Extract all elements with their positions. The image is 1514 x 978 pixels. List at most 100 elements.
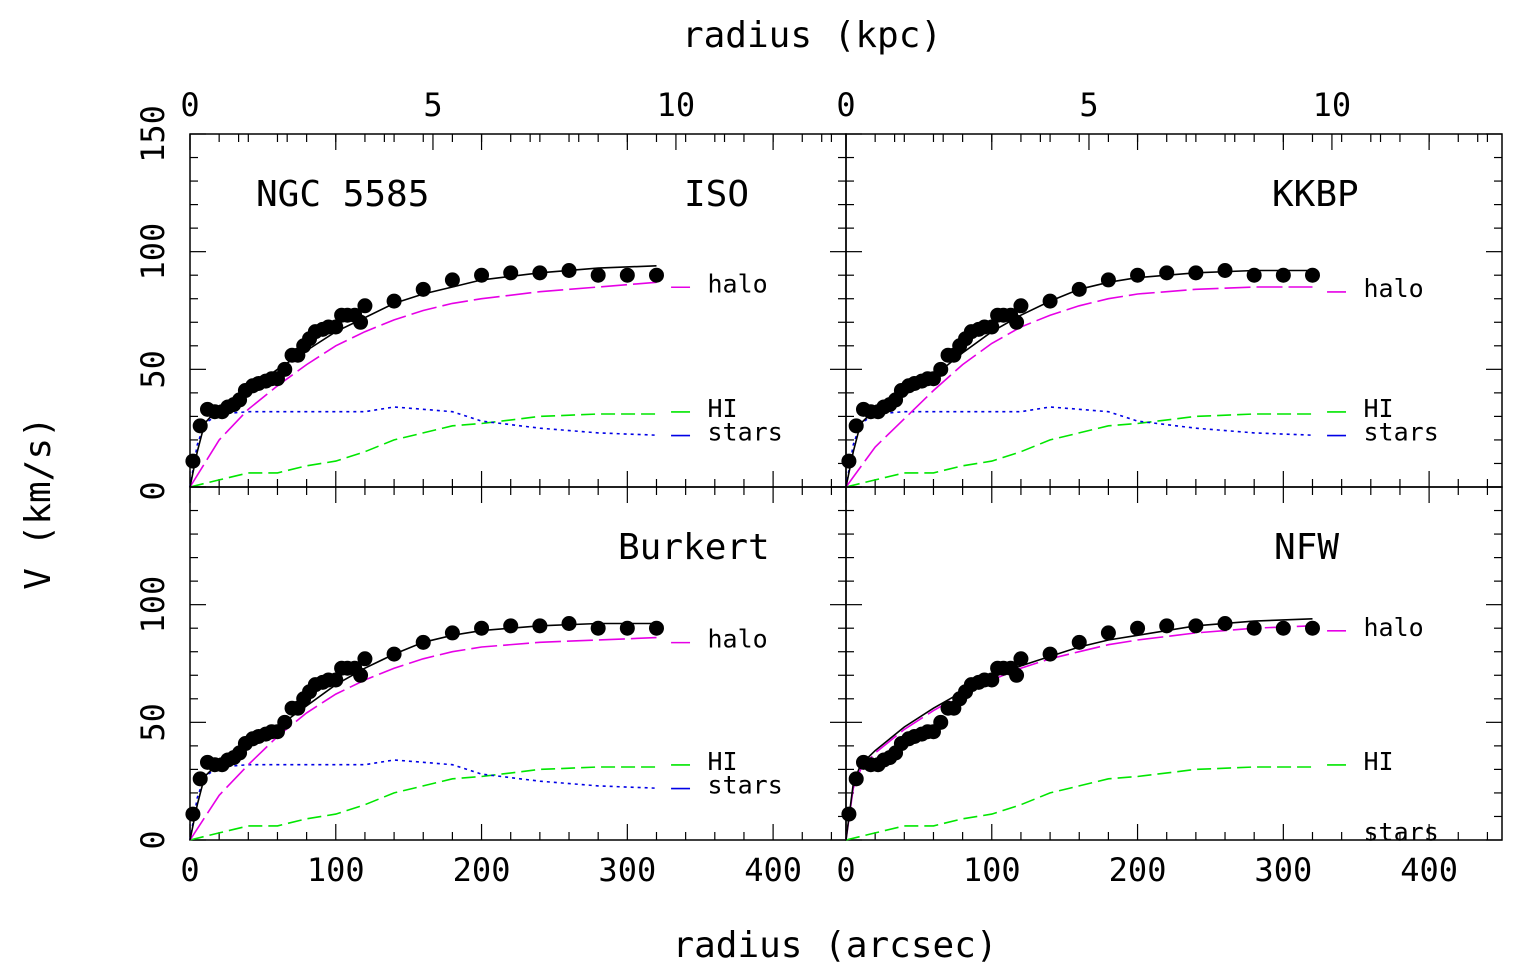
data-point [1130,620,1146,636]
data-point [474,620,490,636]
stars-curve [189,759,657,841]
data-point [357,298,373,314]
halo-label: halo [708,625,768,654]
data-point [1071,281,1087,297]
panel-nfw: 0 100 200 300 400 halo HI stars NFW [836,486,1503,889]
data-point [648,620,664,636]
data-point [619,267,635,283]
data-point [185,806,201,822]
data-point [848,418,864,434]
y-tick-label: 50 [134,350,172,389]
data-point [848,771,864,787]
data-point [561,262,577,278]
y-tick-label: 0 [134,830,172,849]
y-axis-label: V (km/s) [18,416,59,589]
bottom-axis-label: radius (arcsec) [672,925,997,966]
kpc-tick-label: 10 [1313,86,1352,124]
top-axis-label: radius (kpc) [682,15,942,56]
data-point [503,618,519,634]
data-point [648,267,664,283]
data-point [1013,651,1029,667]
data-point [415,281,431,297]
data-point [1275,620,1291,636]
hi-curve [845,413,1313,488]
hi-label: HI [708,394,738,423]
halo-label: halo [1364,613,1424,642]
halo-curve [189,636,657,841]
data-point [1042,293,1058,309]
x-tick-label: 100 [963,851,1021,889]
panel-frame [845,486,1503,841]
data-point [1009,314,1025,330]
x-tick-label: 400 [744,851,802,889]
stars-label: stars [1364,818,1439,847]
data-point [933,361,949,377]
model-name: NFW [1274,527,1339,568]
data-point [474,267,490,283]
data-point [1304,267,1320,283]
y-tick-label: 50 [134,703,172,742]
x-tick-label: 400 [1400,851,1458,889]
hi-label: HI [1364,747,1394,776]
data-point [984,319,1000,335]
galaxy-name: NGC 5585 [256,174,429,215]
x-tick-label: 0 [180,851,199,889]
x-tick-label: 200 [1109,851,1167,889]
hi-label: HI [1364,394,1394,423]
data-point [386,293,402,309]
data-point [192,418,208,434]
data-point [1013,298,1029,314]
data-point [444,272,460,288]
stars-label: stars [708,771,783,800]
data-point [1246,620,1262,636]
data-point [1217,615,1233,631]
halo-curve [189,281,657,488]
y-tick-label: 150 [134,105,172,163]
y-tick-label: 100 [134,576,172,634]
data-point [1275,267,1291,283]
data-point [192,771,208,787]
kpc-tick-label: 5 [423,86,442,124]
model-name: KKBP [1272,174,1359,215]
hi-label: HI [708,747,738,776]
data-point [1100,272,1116,288]
data-point [561,615,577,631]
data-point [1042,646,1058,662]
data-point [1100,625,1116,641]
data-point [933,714,949,730]
model-name: Burkert [618,527,770,568]
data-point [415,634,431,650]
data-point [590,620,606,636]
data-point [353,667,369,683]
stars-label: stars [1364,418,1439,447]
halo-curve [845,286,1313,488]
data-point [444,625,460,641]
y-tick-label: 100 [134,223,172,281]
data-point [1159,618,1175,634]
x-tick-label: 200 [453,851,511,889]
x-tick-label: 300 [1254,851,1312,889]
data-point [1071,634,1087,650]
kpc-tick-label: 10 [657,86,696,124]
x-tick-label: 300 [598,851,656,889]
data-point [532,618,548,634]
data-point [328,319,344,335]
data-point [841,453,857,469]
data-point [185,453,201,469]
data-point [1304,620,1320,636]
data-point [1130,267,1146,283]
kpc-tick-label: 0 [836,86,855,124]
stars-curve [189,406,657,488]
data-point [503,265,519,281]
data-point [532,265,548,281]
x-tick-label: 0 [836,851,855,889]
data-point [328,672,344,688]
halo-label: halo [1364,274,1424,303]
data-point [590,267,606,283]
hi-curve [845,766,1313,841]
hi-curve [189,766,657,841]
